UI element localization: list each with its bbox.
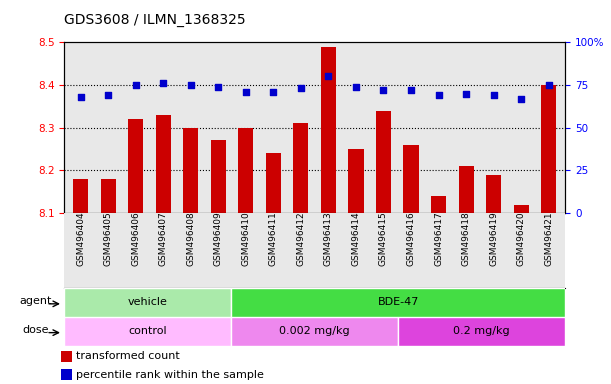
Text: 0.002 mg/kg: 0.002 mg/kg — [279, 326, 350, 336]
Bar — [293, 123, 309, 213]
Bar — [156, 115, 171, 213]
Point — [158, 80, 168, 86]
Bar — [376, 111, 391, 213]
Point — [351, 84, 361, 90]
Bar — [231, 317, 398, 346]
Bar — [486, 175, 501, 213]
Text: GDS3608 / ILMN_1368325: GDS3608 / ILMN_1368325 — [64, 13, 246, 27]
Point — [324, 73, 334, 79]
Bar — [348, 149, 364, 213]
Bar — [61, 369, 72, 380]
Bar — [541, 85, 556, 213]
Bar — [64, 317, 231, 346]
Text: control: control — [128, 326, 167, 336]
Point — [379, 87, 389, 93]
Bar — [238, 127, 254, 213]
Point — [131, 82, 141, 88]
Text: dose: dose — [22, 325, 48, 335]
Bar — [231, 288, 565, 317]
Point — [213, 84, 223, 90]
Point — [186, 82, 196, 88]
Point — [406, 87, 416, 93]
Text: BDE-47: BDE-47 — [378, 297, 419, 308]
Bar — [73, 179, 88, 213]
Point — [461, 90, 471, 96]
Text: vehicle: vehicle — [128, 297, 167, 308]
Bar — [64, 288, 231, 317]
Point — [489, 92, 499, 98]
Bar — [266, 153, 281, 213]
Bar — [514, 205, 529, 213]
Text: agent: agent — [19, 296, 51, 306]
Bar — [183, 127, 199, 213]
Point — [103, 92, 113, 98]
Point — [434, 92, 444, 98]
Bar — [431, 196, 446, 213]
Bar — [61, 351, 72, 362]
Point — [268, 89, 278, 95]
Point — [544, 82, 554, 88]
Bar — [128, 119, 144, 213]
Text: transformed count: transformed count — [76, 351, 180, 361]
Point — [241, 89, 251, 95]
Point — [76, 94, 86, 100]
Point — [296, 85, 306, 91]
Bar — [321, 46, 336, 213]
Bar — [458, 166, 474, 213]
Bar — [398, 317, 565, 346]
Bar — [211, 141, 226, 213]
Bar — [101, 179, 115, 213]
Bar — [403, 145, 419, 213]
Text: percentile rank within the sample: percentile rank within the sample — [76, 370, 264, 380]
Point — [516, 96, 526, 102]
Text: 0.2 mg/kg: 0.2 mg/kg — [453, 326, 510, 336]
